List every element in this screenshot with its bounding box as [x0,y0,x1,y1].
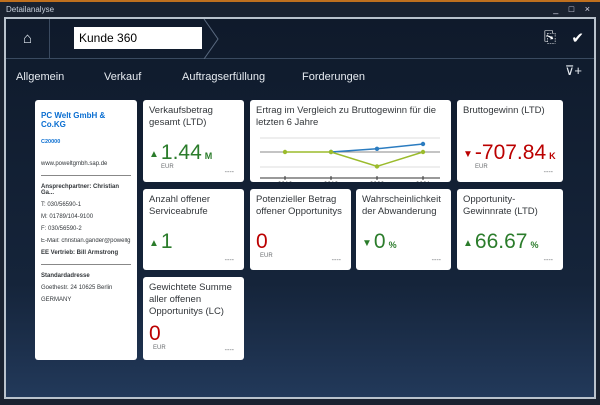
window-accent [0,0,600,2]
tile-title: Potenzieller Betrag offener Opportunitys [256,194,342,217]
tile-title: Opportunity-Gewinnrate (LTD) [463,194,538,217]
tile-title: Anzahl offener Serviceabrufe [149,194,211,217]
address-label: Standardadresse [41,273,90,279]
trend-up-icon: ▲ [463,238,473,249]
kpi-value: ▲ 66.67% [463,231,538,252]
data-point[interactable] [374,146,380,151]
kpi-tile[interactable]: Verkaufsbetrag gesamt (LTD) ▲ 1.44 M EUR -… [143,100,244,182]
unit: EUR [260,253,273,259]
kpi-tile[interactable]: Anzahl offener Serviceabrufe ▲ 1 ---- [143,189,244,270]
trend-down-icon: ▼ [463,149,473,160]
sales-rep: EE Vertrieb: Bill Armstrong [41,250,119,256]
add-document-icon[interactable]: ⎘ [543,29,556,46]
customer-web[interactable]: www.poweltgmbh.sap.de [41,161,108,167]
divider [41,175,131,176]
kpi-tile[interactable]: Potenzieller Betrag offener Opportunitys… [250,189,351,270]
chart-title: Ertrag im Vergleich zu Bruttogewinn für … [256,105,437,128]
customer-id: C20000 [41,139,61,145]
check-icon[interactable]: ✔ [571,30,584,47]
kpi-value: 0 [149,323,164,344]
address: Goethestr. 24 10625 Berlin [41,285,113,291]
page-title: Kunde 360 [74,27,202,49]
kpi-tile[interactable]: Bruttogewinn (LTD) ▼ -707.84 K EUR ---- [457,100,563,182]
customer-name: PC Welt GmbH & Co.KG [41,111,106,129]
scale: % [530,240,539,250]
kpi-tile[interactable]: Wahrscheinlichkeit der Abwanderung ▼ 0% -… [356,189,451,270]
home-icon[interactable]: ⌂ [6,19,50,59]
tab-verkauf[interactable]: Verkauf [104,71,142,83]
add-filter-icon[interactable]: ⊽+ [564,63,582,78]
scale: K [549,151,556,161]
kpi-value: ▼ 0% [362,231,397,252]
tile-title: Wahrscheinlichkeit der Abwanderung [362,194,441,217]
customer-card[interactable]: PC Welt GmbH & Co.KG C20000 www.poweltgm… [35,100,137,360]
tile-title: Gewichtete Summe aller offenen Opportuni… [149,282,232,317]
scale: M [204,151,213,161]
tile-footer: ---- [331,257,341,264]
tile-title: Verkaufsbetrag gesamt (LTD) [149,105,213,128]
data-point[interactable] [420,149,426,155]
kpi-value: 0 [256,231,271,252]
trend-down-icon: ▼ [362,238,372,249]
x-tick-label: 2021 [416,181,431,182]
kpi-tile[interactable]: Gewichtete Summe aller offenen Opportuni… [143,277,244,360]
value: 0 [149,322,161,345]
tab-forderungen[interactable]: Forderungen [302,71,365,83]
tab-allgemein[interactable]: Allgemein [16,71,65,83]
data-point[interactable] [282,149,288,155]
data-point[interactable] [328,149,334,155]
fax: F: 030/56590-2 [41,226,82,232]
x-tick-label: 2019 [324,181,339,182]
country: GERMANY [41,297,72,303]
trend-up-icon: ▲ [149,238,159,249]
tile-footer: ---- [543,257,553,264]
value: 1.44 [160,141,202,164]
tile-title: Bruttogewinn (LTD) [463,105,545,116]
window-title-bar: Detailanalyse _ □ × [0,2,600,17]
mobile: M: 01789/104-9100 [41,214,94,220]
tab-auftragserfuellung[interactable]: Auftragserfüllung [182,71,266,83]
tile-footer: ---- [224,169,234,176]
value: 1 [160,230,173,253]
tile-footer: ---- [543,169,553,176]
tab-bar: Allgemein Verkauf Auftragserfüllung Ford… [6,63,594,91]
scale: % [388,240,397,250]
phone: T: 030/56590-1 [41,202,82,208]
chart-tile[interactable]: Ertrag im Vergleich zu Bruttogewinn für … [250,100,451,182]
kpi-tile[interactable]: Opportunity-Gewinnrate (LTD) ▲ 66.67% ---… [457,189,563,270]
contact: Ansprechpartner: Christian Ga... [41,184,120,196]
tile-footer: ---- [431,257,441,264]
window-controls[interactable]: _ □ × [553,4,594,14]
tile-footer: ---- [224,257,234,264]
value: -707.84 [474,141,547,164]
window-title: Detailanalyse [6,5,55,14]
unit: EUR [153,345,166,351]
x-tick-label: 2020 [370,181,385,182]
kpi-value: ▲ 1 [149,231,176,252]
trend-up-icon: ▲ [149,149,159,160]
series-line [285,151,424,168]
line-chart: 2016 2019 2020 2021 [260,137,440,182]
data-point[interactable] [420,141,426,147]
tile-footer: ---- [224,347,234,354]
kpi-value: ▲ 1.44 M [149,142,212,163]
data-point[interactable] [374,164,380,169]
header: ⌂ Kunde 360 ⎘ ✔ [6,19,594,59]
email[interactable]: E-Mail: christian.gander@powellg... [41,238,131,244]
value: 0 [373,230,386,253]
unit: EUR [475,164,488,170]
kpi-value: ▼ -707.84 K [463,142,556,163]
value: 0 [256,230,268,253]
unit: EUR [161,164,174,170]
divider [41,264,131,265]
value: 66.67 [474,230,528,253]
x-tick-label: 2016 [278,181,293,182]
breadcrumb-chevron-icon [203,19,219,59]
